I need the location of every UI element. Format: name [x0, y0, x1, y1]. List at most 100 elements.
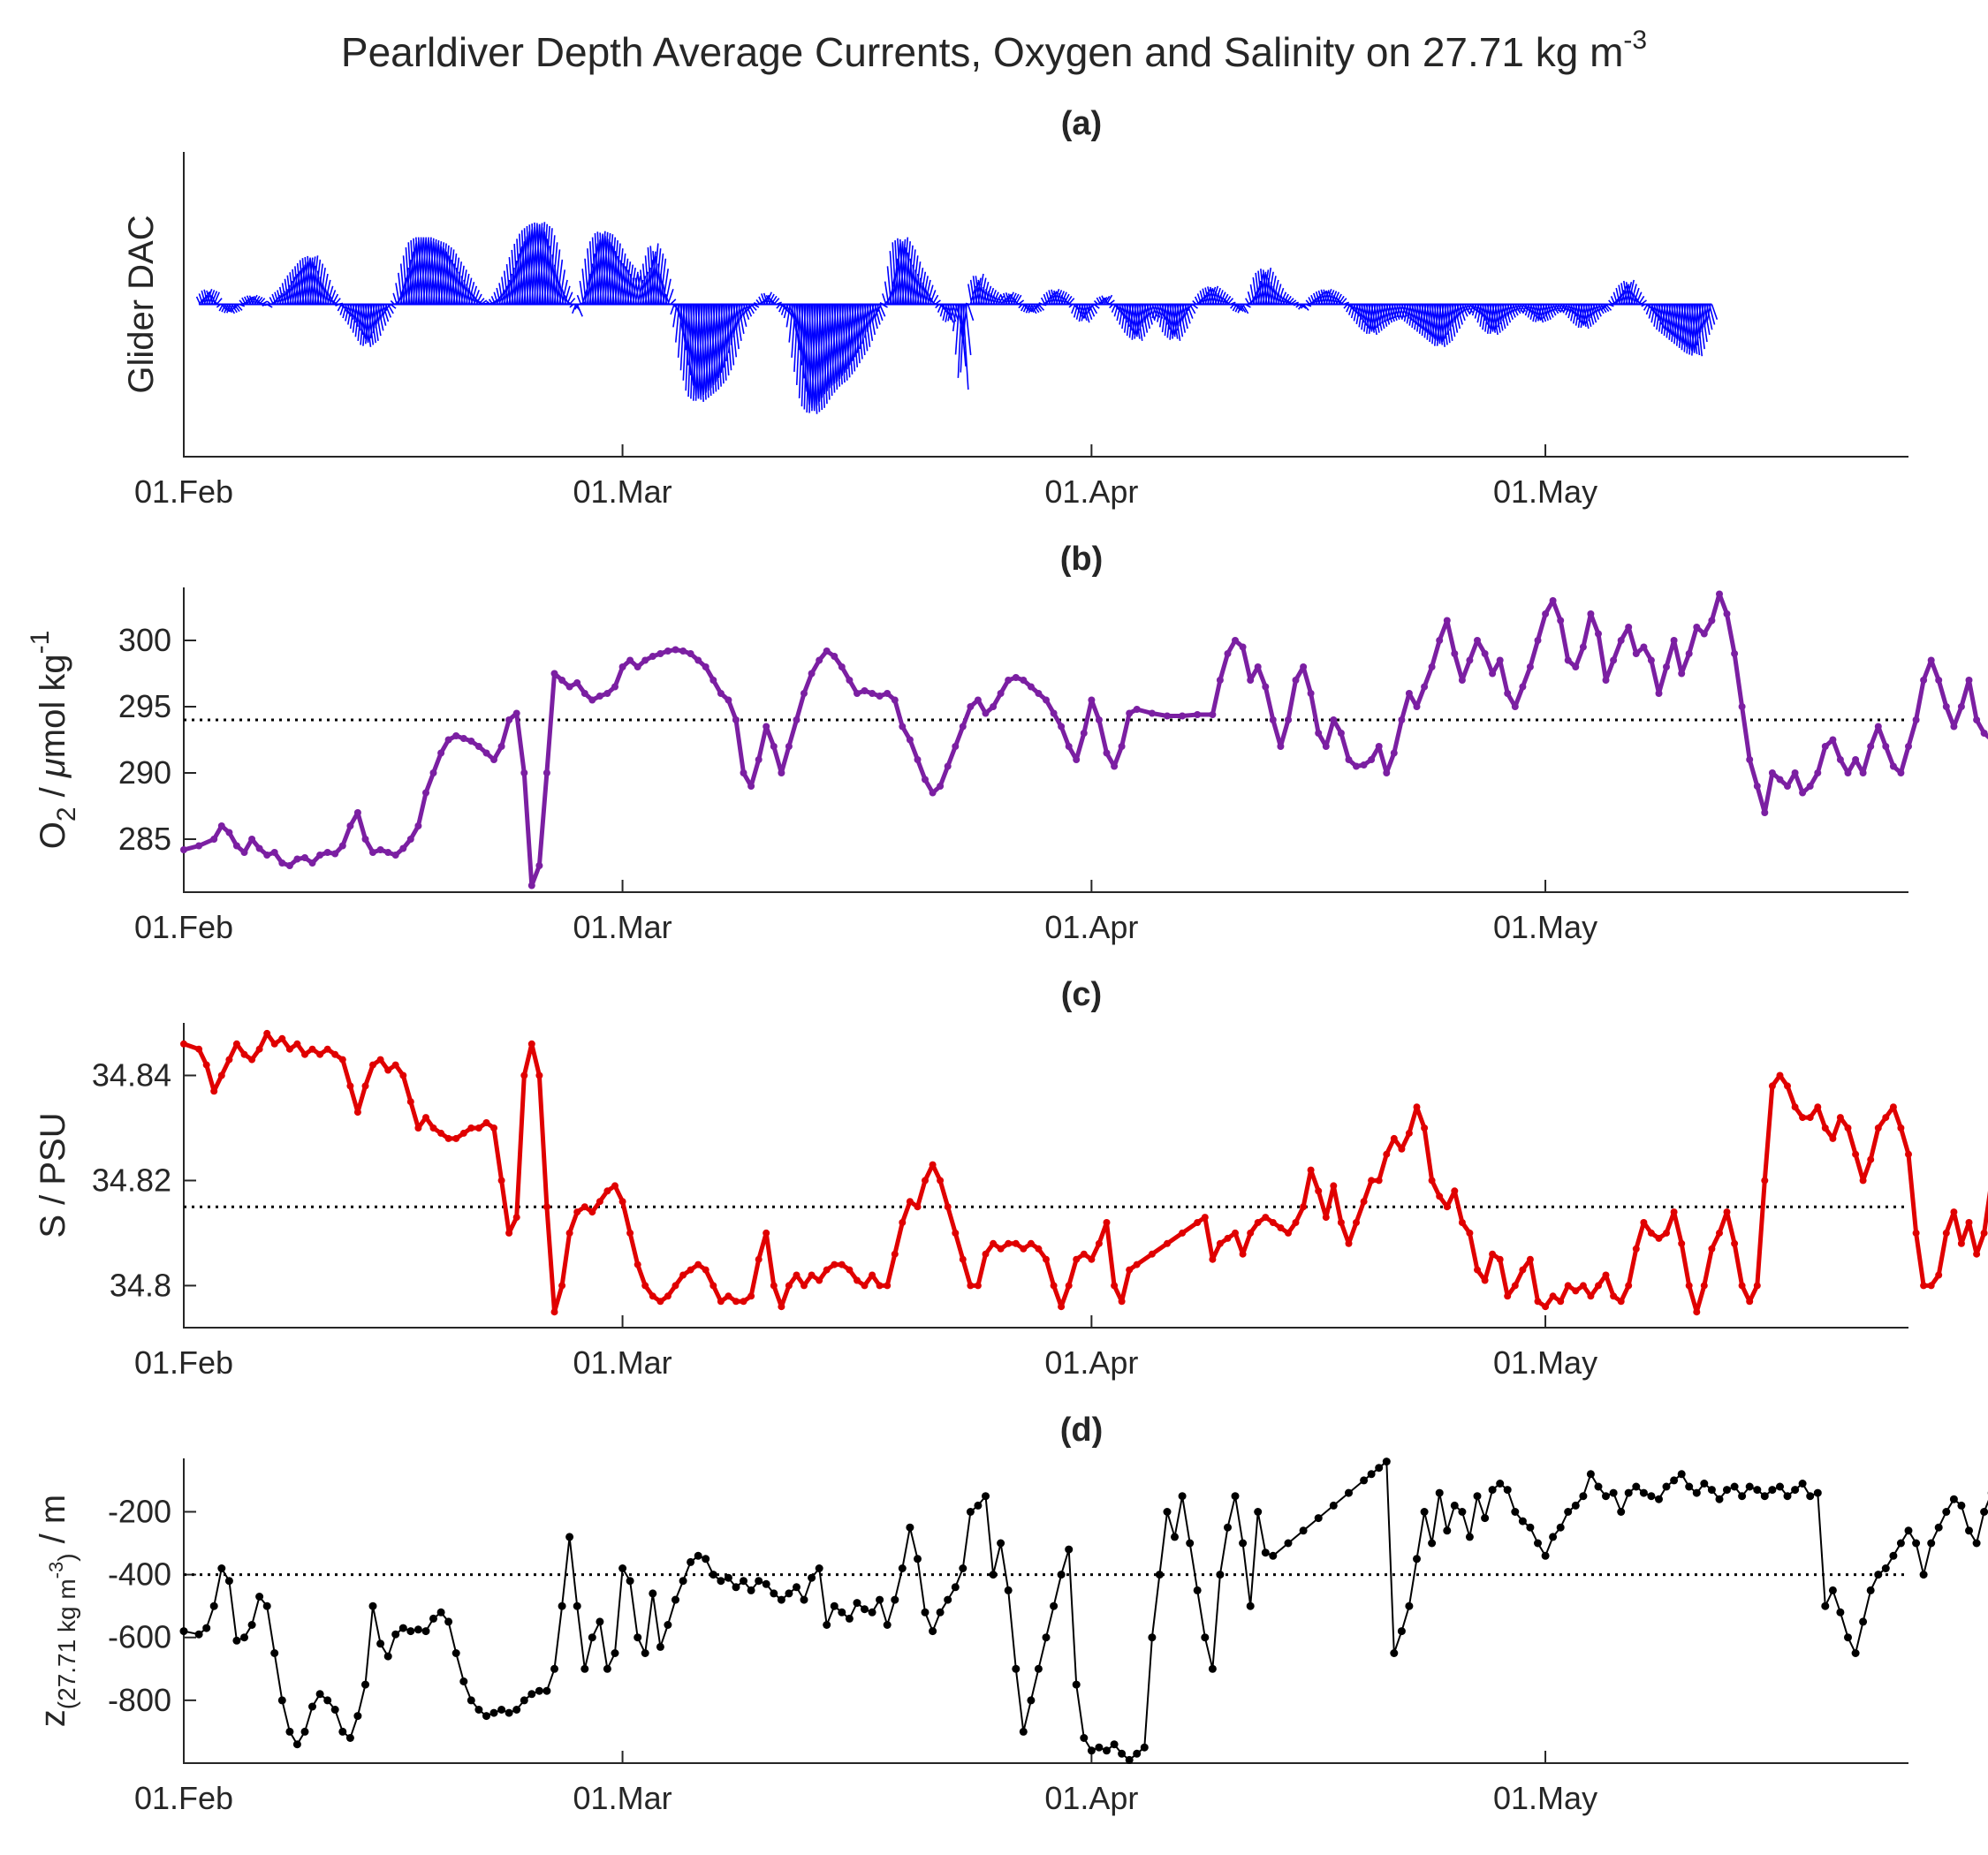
- data-point-b: [452, 732, 460, 739]
- data-point-b: [353, 809, 361, 816]
- data-point-c: [543, 1203, 550, 1211]
- data-point-b: [1027, 683, 1035, 691]
- dac-vector: [508, 256, 514, 305]
- data-point-d: [543, 1686, 551, 1695]
- data-point-c: [755, 1255, 763, 1263]
- data-point-c: [1761, 1177, 1769, 1185]
- dac-vector: [700, 304, 706, 398]
- dac-vector: [945, 304, 950, 322]
- data-point-b: [899, 723, 907, 731]
- dac-vector: [1028, 304, 1034, 314]
- data-point-b: [838, 663, 846, 670]
- data-point-c: [1337, 1219, 1345, 1226]
- x-tick-label-a-2: 01.Apr: [1044, 473, 1138, 510]
- dac-vector: [962, 304, 967, 338]
- data-point-d: [1738, 1492, 1747, 1501]
- data-point-d: [194, 1630, 203, 1639]
- data-point-c: [346, 1082, 354, 1090]
- data-point-b: [1829, 736, 1837, 744]
- dac-vector: [1383, 304, 1389, 322]
- dac-vector: [1688, 304, 1694, 355]
- dac-vector: [655, 255, 660, 305]
- dac-vector: [995, 297, 1000, 305]
- data-point-d: [838, 1608, 846, 1616]
- dac-vector: [1509, 304, 1515, 315]
- data-point-c: [1980, 1229, 1988, 1237]
- dac-vector: [1681, 304, 1687, 351]
- dac-vector: [395, 283, 400, 305]
- dac-vector: [1653, 304, 1658, 327]
- data-point-c: [497, 1177, 505, 1185]
- data-point-c: [1035, 1245, 1043, 1253]
- dac-vector: [443, 248, 449, 305]
- dac-vector: [1436, 304, 1442, 346]
- data-point-d: [1201, 1633, 1210, 1642]
- dac-vector: [228, 304, 234, 313]
- data-point-c: [1239, 1250, 1247, 1258]
- data-point-d: [1564, 1508, 1573, 1516]
- dac-vector: [407, 242, 414, 305]
- data-point-b: [1753, 783, 1761, 790]
- data-point-d: [1579, 1492, 1588, 1501]
- dac-vector: [369, 304, 376, 339]
- data-point-b: [876, 693, 884, 700]
- data-point-d: [1496, 1480, 1505, 1488]
- dac-vector: [1151, 304, 1157, 319]
- data-point-d: [634, 1633, 642, 1642]
- data-point-d: [1844, 1633, 1852, 1642]
- data-point-d: [361, 1680, 369, 1689]
- data-point-b: [550, 670, 558, 678]
- dac-vector: [1529, 304, 1535, 320]
- dac-vector: [1131, 304, 1137, 340]
- data-point-d: [308, 1702, 316, 1711]
- dac-vector: [1272, 285, 1278, 305]
- data-point-c: [1549, 1292, 1557, 1300]
- dac-vector: [965, 302, 970, 306]
- dac-vector: [1048, 290, 1053, 305]
- dac-vector: [1293, 303, 1298, 307]
- data-point-d: [830, 1601, 838, 1610]
- data-point-d: [1012, 1664, 1021, 1673]
- dac-vector: [246, 295, 252, 305]
- data-point-d: [1972, 1539, 1981, 1548]
- dac-vector: [768, 297, 774, 305]
- dac-vector: [909, 258, 914, 305]
- dac-vector: [1278, 292, 1283, 305]
- data-point-b: [1353, 762, 1360, 770]
- data-point-b: [1746, 756, 1754, 763]
- dac-vector: [715, 304, 721, 382]
- dac-vector: [1166, 304, 1172, 338]
- data-point-d: [1715, 1495, 1724, 1503]
- x-tick-label-b-1: 01.Mar: [573, 909, 672, 945]
- data-point-c: [490, 1124, 497, 1132]
- data-point-d: [1019, 1727, 1028, 1736]
- dac-vector: [264, 303, 269, 307]
- dac-vector: [1315, 291, 1321, 305]
- data-point-d: [1980, 1508, 1988, 1516]
- data-point-c: [202, 1061, 210, 1069]
- data-point-d: [1367, 1470, 1376, 1479]
- dac-vector: [732, 304, 739, 337]
- dac-vector: [349, 304, 355, 329]
- dac-vector: [672, 304, 678, 328]
- dac-vector: [440, 246, 446, 305]
- data-point-b: [1957, 703, 1965, 710]
- data-point-c: [1579, 1282, 1587, 1290]
- dac-vector: [269, 297, 275, 305]
- dac-vector: [647, 247, 653, 305]
- data-point-b: [1905, 743, 1912, 750]
- data-point-d: [1208, 1664, 1217, 1673]
- dac-vector: [1063, 297, 1068, 305]
- dac-vector: [1176, 304, 1182, 331]
- data-point-c: [1428, 1177, 1436, 1185]
- data-point-c: [1489, 1250, 1497, 1258]
- dac-vector: [1512, 304, 1517, 314]
- dac-vector: [848, 304, 854, 366]
- data-point-b: [1511, 703, 1519, 710]
- data-point-d: [1186, 1539, 1195, 1548]
- dac-vector: [1247, 291, 1253, 305]
- data-point-b: [990, 703, 998, 710]
- data-point-c: [1443, 1203, 1451, 1211]
- dac-vector: [591, 237, 597, 305]
- data-point-d: [550, 1664, 558, 1673]
